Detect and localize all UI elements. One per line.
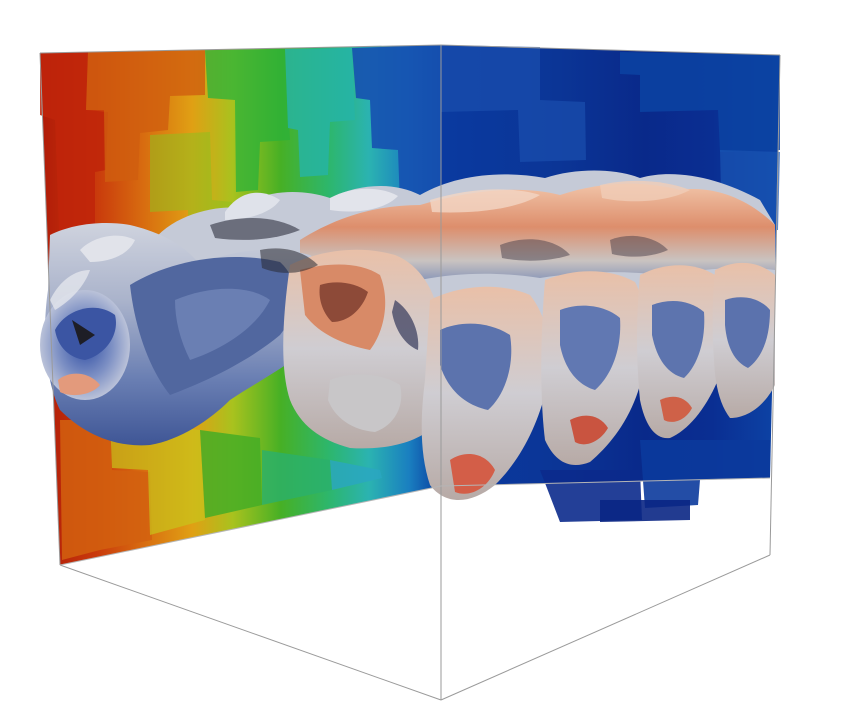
bounding-box	[39, 44, 781, 701]
vortex-isosurface	[40, 170, 775, 500]
